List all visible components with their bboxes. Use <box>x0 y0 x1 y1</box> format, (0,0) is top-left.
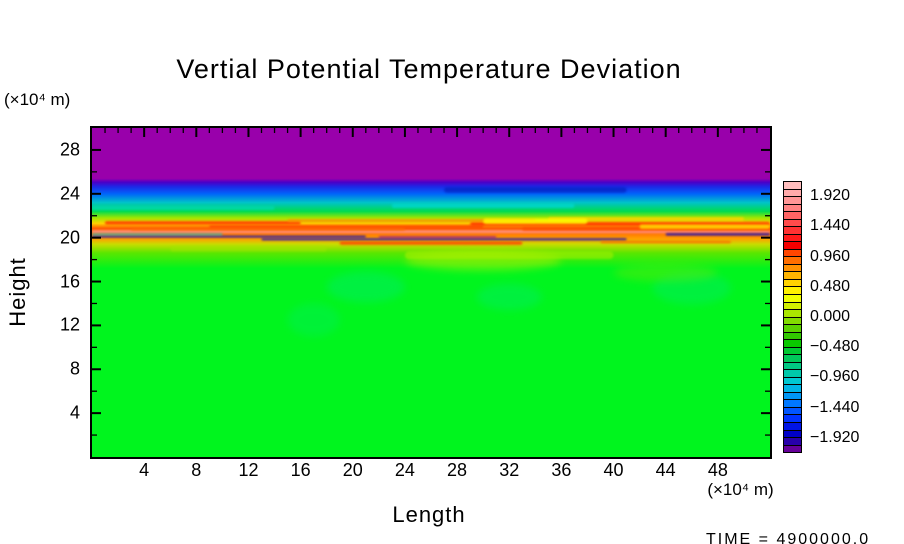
field-streak <box>339 241 523 245</box>
field-streak <box>131 228 405 231</box>
field-blob <box>287 303 340 337</box>
field-streak <box>92 206 275 210</box>
x-tick-label: 32 <box>499 460 520 480</box>
colorbar-tick-label: 0.000 <box>810 308 851 325</box>
field-streak <box>92 233 223 236</box>
colorbar-cell <box>784 264 801 273</box>
colorbar-cell <box>784 385 801 393</box>
x-tick-label: 36 <box>551 460 572 480</box>
y-tick-label: 16 <box>59 271 80 292</box>
y-tick-label: 24 <box>59 183 80 204</box>
y-tick-label: 28 <box>59 139 80 160</box>
colorbar-cell <box>784 257 801 265</box>
colorbar-tick-label: 1.920 <box>810 187 851 205</box>
colorbar-cell <box>784 392 801 401</box>
colorbar-cell <box>784 377 801 386</box>
field-streak <box>404 251 614 260</box>
colorbar-cell <box>784 400 801 408</box>
colorbar-tick-label: −0.960 <box>810 368 860 386</box>
colorbar-tick-label: −1.440 <box>810 398 860 416</box>
time-label: TIME = 4900000.0 <box>706 531 871 544</box>
colorbar-cell <box>784 355 801 363</box>
field-streak <box>287 219 536 222</box>
colorbar-cell <box>784 370 801 378</box>
colorbar <box>783 181 802 453</box>
colorbar-tick-label: 0.480 <box>810 277 851 295</box>
x-tick-label: 48 <box>707 460 728 480</box>
colorbar-cell <box>784 212 801 220</box>
x-axis-label: Length <box>392 502 466 527</box>
field-blob <box>476 283 542 311</box>
field-streak <box>665 233 770 236</box>
field-streak <box>639 224 770 229</box>
colorbar-cell <box>784 182 801 190</box>
colorbar-tick-label: 0.960 <box>810 247 851 265</box>
colorbar-cell <box>784 340 801 348</box>
y-axis-label: Height <box>5 257 30 327</box>
colorbar-cell <box>784 310 801 318</box>
field-blob <box>326 271 405 303</box>
colorbar-cell <box>784 430 801 439</box>
colorbar-cell <box>784 362 801 371</box>
colorbar-cell <box>784 332 801 341</box>
colorbar-cell <box>784 227 801 235</box>
x-axis-unit: (×10⁴ m) <box>707 480 774 499</box>
field-streak <box>483 218 588 224</box>
x-tick-label: 16 <box>290 460 311 480</box>
field-streak <box>92 235 366 238</box>
colorbar-cell <box>784 272 801 280</box>
y-tick-label: 20 <box>59 227 80 248</box>
colorbar-cell <box>784 189 801 198</box>
colorbar-cell <box>784 249 801 258</box>
y-tick-label: 8 <box>69 358 80 379</box>
y-axis-unit: (×10⁴ m) <box>4 90 71 109</box>
field-streak <box>600 240 731 244</box>
x-tick-label: 8 <box>191 460 202 480</box>
colorbar-cell <box>784 438 801 446</box>
y-tick-label: 4 <box>69 402 80 423</box>
x-tick-label: 28 <box>447 460 468 480</box>
field-streak <box>378 236 497 238</box>
plot-area <box>90 126 772 459</box>
x-tick-label: 40 <box>603 460 624 480</box>
x-tick-label: 24 <box>394 460 415 480</box>
page-title: Vertial Potential Temperature Deviation <box>176 54 682 84</box>
colorbar-cell <box>784 197 801 205</box>
colorbar-cell <box>784 423 801 431</box>
colorbar-cell <box>784 279 801 288</box>
field-streak <box>92 230 770 233</box>
field-streak <box>170 245 327 252</box>
colorbar-cell <box>784 204 801 213</box>
field-streak <box>105 221 301 225</box>
colorbar-cell <box>784 415 801 423</box>
field-blob <box>613 263 718 282</box>
colorbar-tick-label: 1.440 <box>810 217 851 235</box>
field-streak <box>209 225 484 229</box>
colorbar-cell <box>784 325 801 333</box>
colorbar-tick-label: −1.920 <box>810 428 860 446</box>
x-tick-label: 4 <box>139 460 150 480</box>
colorbar-cell <box>784 287 801 295</box>
colorbar-cell <box>784 347 801 356</box>
colorbar-cell <box>784 219 801 228</box>
x-tick-label: 20 <box>342 460 363 480</box>
field-streak <box>444 187 627 193</box>
field-streak <box>548 217 744 221</box>
colorbar-cell <box>784 317 801 326</box>
colorbar-cell <box>784 242 801 250</box>
field-streak <box>261 238 627 241</box>
colorbar-cell <box>784 294 801 303</box>
field-streak <box>391 203 575 209</box>
heatmap-canvas <box>92 128 770 457</box>
y-tick-label: 12 <box>59 314 80 335</box>
colorbar-cell <box>784 302 801 311</box>
colorbar-cell <box>784 234 801 243</box>
colorbar-tick-label: −0.480 <box>810 338 860 356</box>
x-tick-label: 12 <box>238 460 259 480</box>
colorbar-cell <box>784 407 801 416</box>
colorbar-cell <box>784 445 801 453</box>
x-tick-label: 44 <box>655 460 676 480</box>
